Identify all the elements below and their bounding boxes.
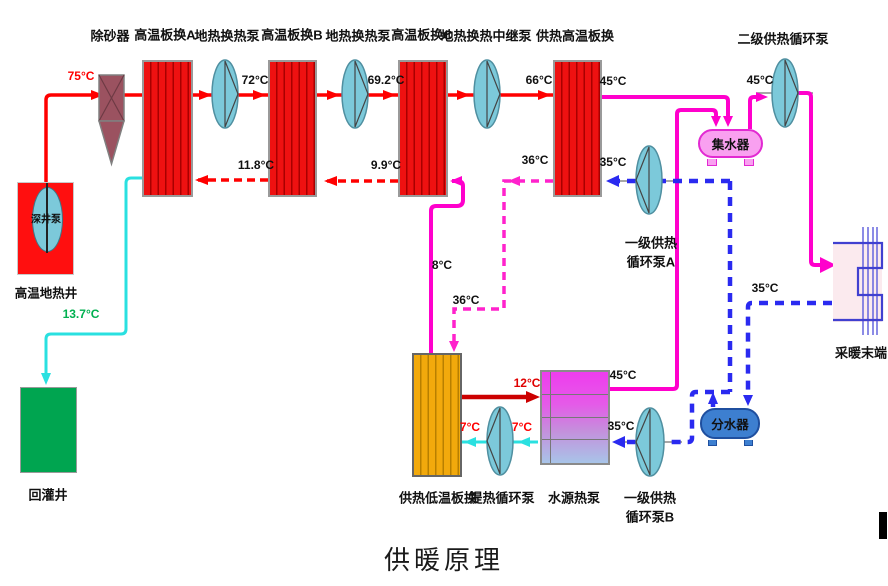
temp-7c-left: 7°C <box>459 420 481 434</box>
water-collector-tank: 集水器 <box>698 129 763 158</box>
temp-9-9c: 9.9°C <box>370 158 402 172</box>
magenta-arrows <box>450 92 836 273</box>
heating-return-pipes <box>616 178 832 445</box>
label-primary-pump-b-2: 循环泵B <box>625 509 675 525</box>
diagram-title: 供暖原理 <box>383 546 504 575</box>
blue-arrows <box>606 175 753 448</box>
secondary-circulation-pump-icon <box>771 58 799 128</box>
label-hx-a: 高温板换A <box>134 27 196 43</box>
temp-36c-lower: 36°C <box>452 293 480 307</box>
distributor-label: 分水器 <box>711 418 749 432</box>
temp-13-7c: 13.7°C <box>62 307 100 321</box>
label-heating-hx-low: 供热低温板换 <box>398 490 478 506</box>
label-geo-pump-2: 地热换热泵 <box>325 28 391 44</box>
temp-66c: 66°C <box>525 73 553 87</box>
temp-7c-right: 7°C <box>511 420 533 434</box>
heat-lift-pump-icon <box>486 406 514 476</box>
label-geothermal-well: 高温地热井 <box>14 286 78 301</box>
label-reinjection-well: 回灌井 <box>28 487 68 503</box>
primary-circulation-pump-a-icon <box>635 145 663 215</box>
relay-pump-icon <box>473 59 501 129</box>
dark-red-arrow <box>526 391 540 403</box>
geothermal-well <box>17 182 74 275</box>
temp-75c: 75°C <box>67 69 95 83</box>
temp-35c-pump-a: 35°C <box>599 155 627 169</box>
temp-45c-hx: 45°C <box>599 74 627 88</box>
label-sand-remover: 除砂器 <box>90 28 130 44</box>
label-relay-pump: 地热换热中继泵 <box>440 28 532 44</box>
label-primary-pump-a-2: 循环泵A <box>626 254 676 270</box>
geothermal-pump-2-icon <box>341 59 369 129</box>
temp-72c: 72°C <box>241 73 269 87</box>
plate-exchanger-c <box>398 60 448 197</box>
cursor-artifact <box>879 512 887 539</box>
red-arrows <box>91 90 551 186</box>
temp-35c-wshp: 35°C <box>607 419 635 433</box>
label-water-source-hp: 水源热泵 <box>547 490 601 506</box>
label-primary-pump-b-1: 一级供热 <box>623 490 677 506</box>
water-distributor-tank: 分水器 <box>700 408 760 439</box>
collector-label: 集水器 <box>711 138 750 152</box>
sand-remover-icon <box>98 74 125 167</box>
heating-hx-transfer-pipe <box>452 179 553 342</box>
heating-terminal-icon <box>833 227 884 335</box>
temp-11-8c: 11.8°C <box>237 158 275 172</box>
geothermal-pump-1-icon <box>211 59 239 129</box>
temp-12c: 12°C <box>513 376 541 390</box>
distributor-leg <box>708 440 717 446</box>
label-terminal: 采暖末端 <box>834 345 888 361</box>
label-primary-pump-a-1: 一级供热 <box>624 235 678 251</box>
temp-45c-wshp: 45°C <box>609 368 637 382</box>
label-deep-well-pump: 深井泵 <box>31 214 61 226</box>
plate-exchanger-a <box>142 60 193 197</box>
label-heating-hx-high: 供热高温板换 <box>535 28 615 44</box>
label-secondary-pump: 二级供热循环泵 <box>737 31 829 47</box>
heating-low-temp-exchanger <box>412 353 462 477</box>
water-source-heat-pump <box>540 370 610 465</box>
primary-circulation-pump-b-icon <box>635 407 665 477</box>
heating-high-temp-exchanger <box>553 60 602 197</box>
label-geo-pump-1: 地热换热泵 <box>194 28 260 44</box>
distributor-leg <box>744 440 753 446</box>
label-hx-b: 高温板换B <box>261 27 323 43</box>
magenta-dashed-arrows <box>449 176 520 352</box>
temp-8c: 8°C <box>431 258 453 272</box>
collector-leg <box>744 159 754 166</box>
temp-35c-return: 35°C <box>751 281 779 295</box>
temp-69-2c: 69.2°C <box>367 73 405 87</box>
plate-exchanger-b <box>268 60 317 197</box>
geothermal-return-pipe <box>198 178 398 183</box>
deep-well-pump-icon <box>32 187 63 252</box>
reinjection-well <box>20 387 77 473</box>
label-hx-c: 高温板换C <box>391 27 453 43</box>
collector-leg <box>707 159 717 166</box>
temp-36c-upper: 36°C <box>521 153 549 167</box>
temp-45c-collector: 45°C <box>746 73 774 87</box>
cyan-arrows <box>41 373 530 447</box>
label-heat-lift-pump: 提热循环泵 <box>469 490 535 506</box>
